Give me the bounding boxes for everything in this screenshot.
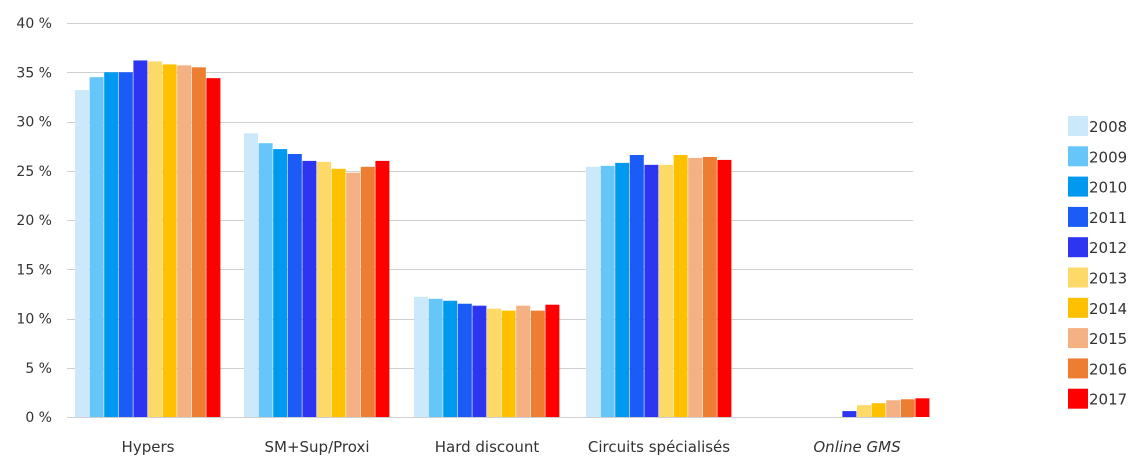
bar (886, 400, 901, 417)
legend-label: 2008 (1089, 118, 1127, 136)
bar (177, 65, 192, 417)
bar (472, 305, 487, 417)
y-tick-label: 10 % (16, 312, 52, 328)
bar (487, 308, 501, 417)
bar (717, 159, 732, 417)
legend-swatch (1068, 237, 1088, 258)
bar (148, 61, 162, 417)
x-category-label: Online GMS (813, 438, 901, 456)
bar (360, 166, 375, 417)
bar (600, 165, 615, 417)
x-axis-categories: Hypers SM+Sup/Proxi Hard discount Circuits … (122, 438, 902, 456)
bar (688, 157, 703, 417)
bar (615, 162, 630, 417)
bar (414, 296, 428, 417)
legend-swatch (1068, 176, 1088, 197)
legend-swatch (1068, 206, 1088, 227)
bar (273, 149, 288, 417)
x-category-label: Circuits spécialisés (588, 438, 730, 456)
legend-label: 2016 (1089, 360, 1127, 378)
y-tick-label: 20 % (16, 213, 52, 229)
legend-swatch (1068, 146, 1088, 167)
legend: 2008 2009 2010 2011 2012 2013 2014 2015 2016 2017 (1068, 116, 1127, 409)
legend-swatch (1068, 267, 1088, 288)
legend-label: 2015 (1089, 330, 1127, 348)
bar (75, 89, 89, 417)
legend-swatch (1068, 358, 1088, 379)
y-tick-label: 15 % (16, 262, 52, 278)
bar (104, 72, 119, 417)
x-category-label: Hypers (122, 438, 175, 456)
bar (915, 398, 930, 417)
bar (443, 300, 458, 417)
bars (75, 60, 930, 418)
bar (629, 154, 644, 418)
bar (516, 305, 531, 417)
bar (842, 411, 857, 417)
bar (162, 64, 177, 418)
bar (457, 303, 472, 417)
x-category-label: Hard discount (435, 438, 540, 456)
legend-label: 2017 (1089, 391, 1127, 409)
y-tick-label: 40 % (16, 16, 52, 32)
bar (900, 399, 915, 417)
legend-label: 2013 (1089, 270, 1127, 288)
bar (317, 161, 331, 417)
bar (206, 78, 221, 417)
y-tick-label: 0 % (25, 410, 52, 426)
y-tick-label: 5 % (25, 361, 52, 377)
bar (133, 60, 148, 418)
legend-swatch (1068, 388, 1088, 409)
bar (673, 154, 688, 418)
y-axis-ticks: 0 % 5 % 10 % 15 % 20 % 25 % 30 % 35 % 40 % (16, 16, 52, 426)
legend-label: 2014 (1089, 300, 1127, 318)
x-category-label: SM+Sup/Proxi (264, 438, 369, 456)
bar (501, 310, 516, 417)
bar (89, 77, 104, 418)
bar (702, 156, 717, 417)
bar (644, 164, 659, 417)
legend-label: 2012 (1089, 239, 1127, 257)
bar (331, 168, 346, 417)
bar (545, 304, 560, 417)
legend-swatch (1068, 116, 1088, 136)
bar (659, 164, 673, 417)
legend-label: 2011 (1089, 209, 1127, 227)
legend-label: 2009 (1089, 148, 1127, 166)
bar (118, 72, 133, 417)
y-tick-label: 30 % (16, 115, 52, 131)
bar (375, 160, 390, 417)
bar (857, 405, 871, 417)
bar (586, 166, 600, 417)
y-tick-label: 25 % (16, 164, 52, 180)
bar (530, 310, 545, 417)
legend-swatch (1068, 328, 1088, 349)
bar (244, 133, 258, 417)
legend-label: 2010 (1089, 179, 1127, 197)
bar (258, 143, 273, 418)
legend-swatch (1068, 297, 1088, 318)
y-tick-label: 35 % (16, 65, 52, 81)
bar (302, 160, 317, 417)
bar (428, 298, 443, 417)
bar (287, 154, 302, 417)
bar (191, 67, 206, 417)
bar (871, 403, 886, 417)
bar (346, 172, 361, 417)
